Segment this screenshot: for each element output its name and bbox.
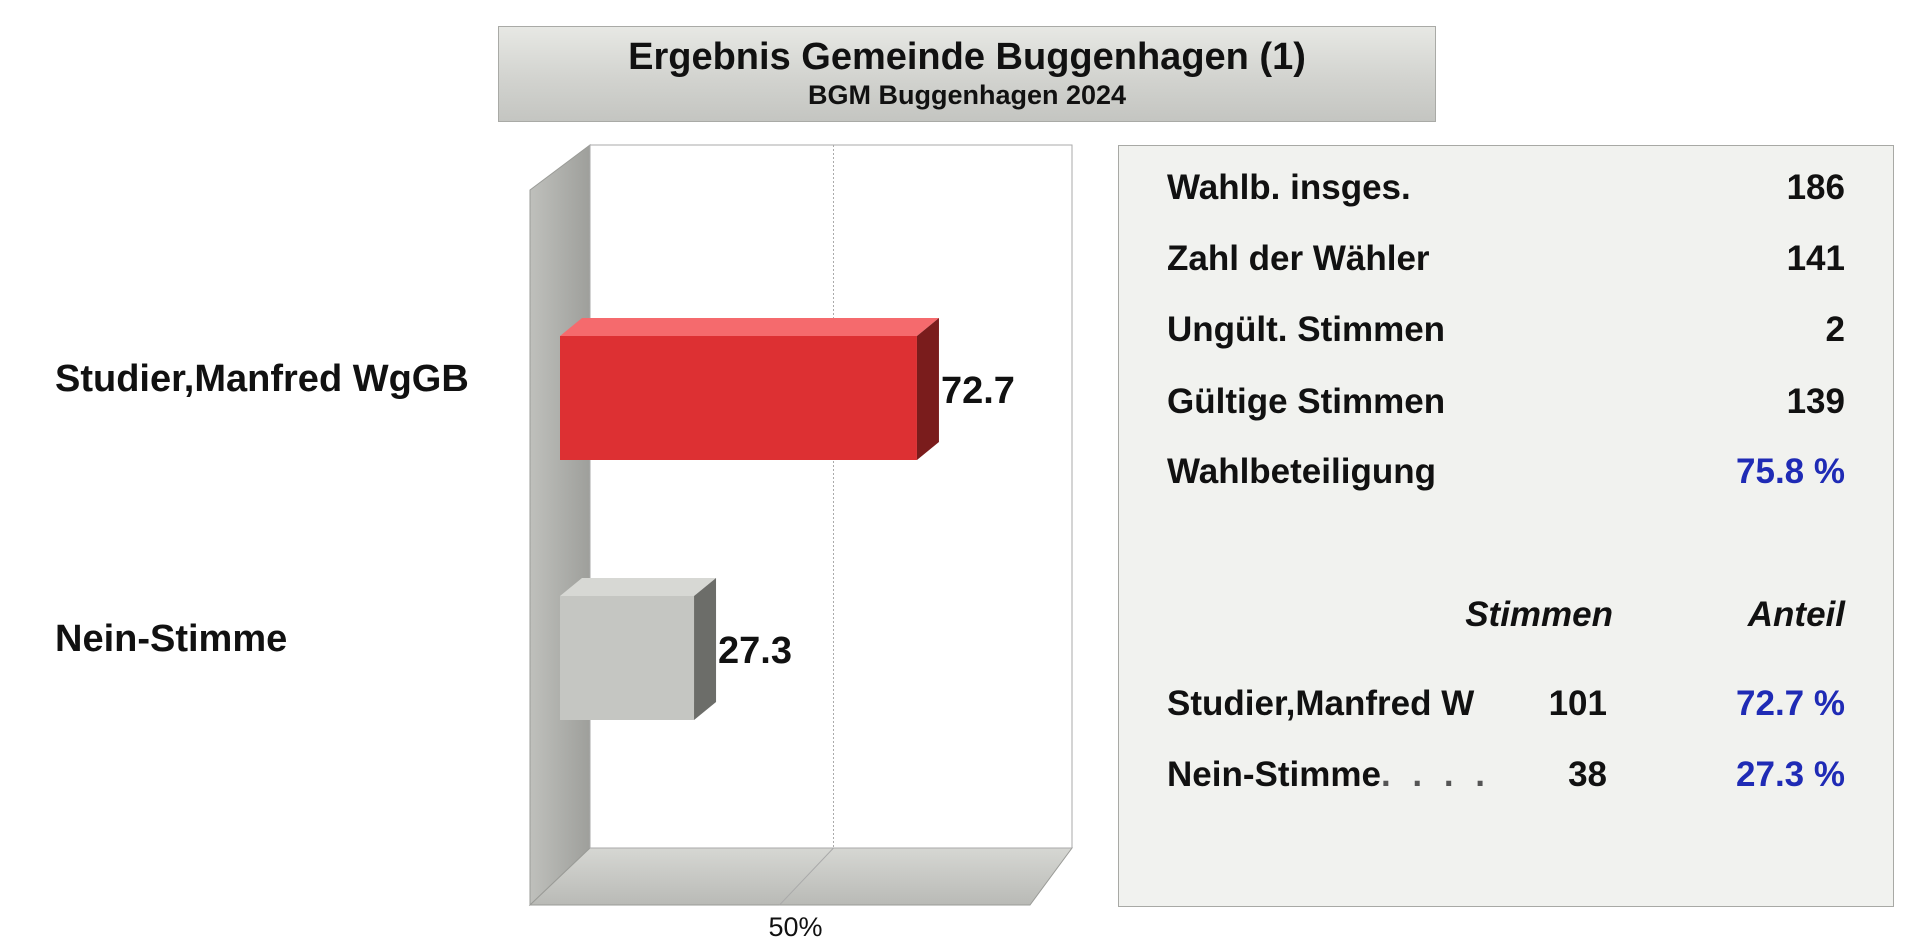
category-label-nein-stimme: Nein-Stimme (55, 618, 288, 660)
stat-label: Wahlbeteiligung (1167, 452, 1436, 491)
bar (560, 578, 717, 720)
chart-side-wall (529, 144, 591, 907)
bar-value-label: 27.3 (718, 630, 792, 672)
leader-dots: . . . . (1380, 755, 1492, 794)
candidate-share: 72.7 % (1736, 684, 1845, 723)
candidate-row: Studier,Manfred W 101 72.7 % (1167, 684, 1845, 730)
stat-value: 75.8 % (1736, 452, 1845, 491)
candidate-votes: 38 (1568, 755, 1607, 794)
stat-row-wahlbeteiligung: Wahlbeteiligung 75.8 % (1167, 452, 1845, 498)
stat-value: 2 (1825, 310, 1845, 349)
bar-front (560, 596, 695, 720)
stat-row-waehler: Zahl der Wähler 141 (1167, 239, 1845, 285)
bar-side (694, 578, 717, 720)
bar-chart (528, 144, 1073, 907)
chart-subtitle: BGM Buggenhagen 2024 (807, 80, 1127, 110)
floor-gridline (779, 847, 834, 906)
candidate-row: Nein-Stimme. . . . 38 27.3 % (1167, 755, 1845, 801)
chart-floor (528, 847, 1073, 906)
bar-top (560, 578, 717, 596)
bar-side (916, 318, 939, 460)
stat-label: Gültige Stimmen (1167, 382, 1446, 421)
candidate-votes: 101 (1548, 684, 1607, 723)
chart-title: Ergebnis Gemeinde Buggenhagen (1) (628, 36, 1306, 78)
bar (560, 318, 939, 460)
stat-row-ungueltige: Ungült. Stimmen 2 (1167, 310, 1845, 356)
stat-row-wahlberechtigte: Wahlb. insges. 186 (1167, 168, 1845, 214)
stats-panel: Wahlb. insges. 186 Zahl der Wähler 141 U… (1118, 145, 1894, 907)
stat-row-gueltige: Gültige Stimmen 139 (1167, 382, 1845, 428)
chart-back-wall (589, 144, 1073, 849)
bar-front (560, 336, 917, 460)
bar-value-label: 72.7 (940, 370, 1015, 412)
column-header-stimmen: Stimmen (1465, 595, 1613, 634)
stat-label: Ungült. Stimmen (1167, 310, 1446, 349)
x-tick-label: 50% (768, 912, 823, 942)
stat-value: 186 (1786, 168, 1845, 207)
column-header-anteil: Anteil (1747, 595, 1845, 634)
candidate-name: Nein-Stimme. . . . (1167, 755, 1492, 794)
stat-value: 139 (1786, 382, 1845, 421)
category-label-studier: Studier,Manfred WgGB (55, 358, 469, 400)
candidate-share: 27.3 % (1736, 755, 1845, 794)
stat-value: 141 (1786, 239, 1845, 278)
stat-label: Zahl der Wähler (1167, 239, 1430, 278)
stat-label: Wahlb. insges. (1167, 168, 1411, 207)
bar-top (560, 318, 939, 336)
candidate-name: Studier,Manfred W (1167, 684, 1475, 723)
chart-title-box: Ergebnis Gemeinde Buggenhagen (1) BGM Bu… (498, 26, 1436, 122)
